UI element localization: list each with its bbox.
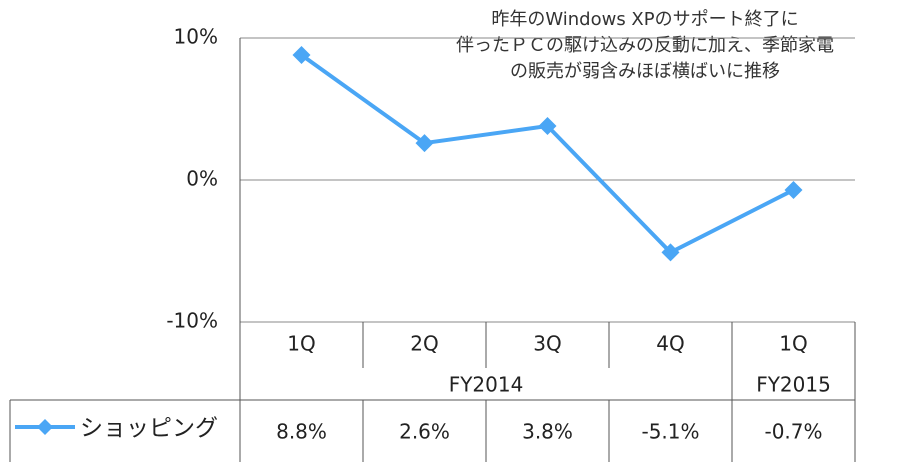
annotation: 昨年のWindows XPのサポート終了に: [491, 9, 798, 30]
x-tick-label: 3Q: [533, 332, 561, 356]
y-tick-label: -10%: [166, 309, 218, 333]
marker: [661, 243, 680, 262]
x-tick-label: 2Q: [410, 332, 438, 356]
marker: [538, 117, 557, 136]
value-label: 8.8%: [276, 420, 327, 444]
x-tick-label: 4Q: [656, 332, 684, 356]
x-tick-label: 1Q: [779, 332, 807, 356]
y-tick-label: 10%: [174, 25, 218, 49]
annotation: 伴ったＰＣの駆け込みの反動に加え、季節家電: [456, 35, 834, 56]
group-label: FY2015: [756, 373, 831, 397]
marker: [415, 134, 434, 153]
x-tick-label: 1Q: [287, 332, 315, 356]
y-tick-label: 0%: [186, 167, 218, 191]
annotation: の販売が弱含みほぼ横ばいに推移: [510, 61, 780, 82]
series-line: [300, 53, 795, 255]
marker: [292, 46, 311, 65]
value-label: -5.1%: [641, 420, 699, 444]
value-label: 2.6%: [399, 420, 450, 444]
legend-label: ショッピング: [80, 416, 218, 442]
value-label: -0.7%: [764, 420, 822, 444]
legend-marker: [37, 419, 53, 435]
group-label: FY2014: [449, 373, 524, 397]
value-label: 3.8%: [522, 420, 573, 444]
marker: [784, 180, 803, 199]
